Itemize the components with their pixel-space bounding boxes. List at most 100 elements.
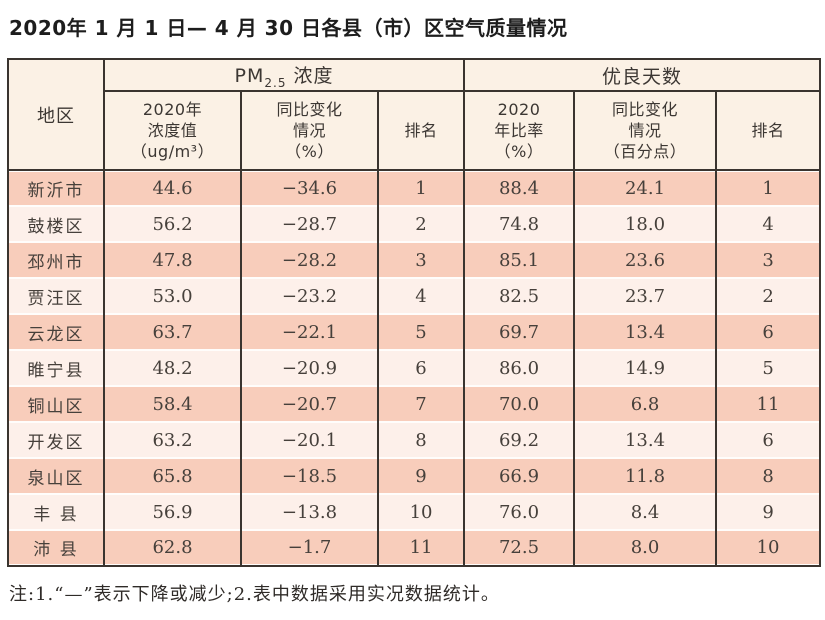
- cell-pm25-rank: 9: [376, 458, 466, 494]
- cell-good-change: 18.0: [573, 206, 718, 242]
- cell-pm25-value: 58.4: [103, 386, 242, 422]
- table-row: 邳州市 47.8 −28.2 3 85.1 23.6 3: [7, 242, 822, 278]
- cell-good-change: 8.4: [573, 494, 718, 530]
- air-quality-table: 地区 PM2.5 浓度 优良天数 2020年 浓度值 （ug/m³） 同比变化 …: [7, 58, 822, 567]
- pm25-group-label: PM2.5 浓度: [234, 64, 334, 90]
- cell-pm25-change: −20.1: [240, 422, 379, 458]
- cell-good-change: 11.8: [573, 458, 718, 494]
- cell-region: 邳州市: [7, 242, 105, 278]
- header-good-rate: 2020 年比率 （%）: [463, 90, 576, 171]
- cell-pm25-change: −22.1: [240, 314, 379, 350]
- cell-good-change: 8.0: [573, 530, 718, 566]
- cell-region: 丰 县: [7, 494, 105, 530]
- cell-good-rate: 76.0: [463, 494, 576, 530]
- cell-pm25-value: 63.7: [103, 314, 242, 350]
- cell-pm25-change: −28.7: [240, 206, 379, 242]
- cell-pm25-change: −13.8: [240, 494, 379, 530]
- cell-region: 泉山区: [7, 458, 105, 494]
- cell-region: 新沂市: [7, 170, 105, 206]
- cell-good-change: 14.9: [573, 350, 718, 386]
- table-row: 云龙区 63.7 −22.1 5 69.7 13.4 6: [7, 314, 822, 350]
- cell-good-rank: 6: [715, 422, 822, 458]
- cell-pm25-rank: 6: [376, 350, 466, 386]
- table-row: 开发区 63.2 −20.1 8 69.2 13.4 6: [7, 422, 822, 458]
- table-body: 新沂市 44.6 −34.6 1 88.4 24.1 1 鼓楼区 56.2 −28.7 2 74.8 1…: [7, 170, 822, 566]
- pm25-subscript: 2.5: [264, 75, 287, 90]
- cell-pm25-rank: 10: [376, 494, 466, 530]
- header-group-row: 地区 PM2.5 浓度 优良天数: [7, 58, 822, 171]
- cell-pm25-value: 63.2: [103, 422, 242, 458]
- cell-pm25-rank: 7: [376, 386, 466, 422]
- cell-pm25-value: 56.9: [103, 494, 242, 530]
- cell-region: 铜山区: [7, 386, 105, 422]
- cell-pm25-rank: 8: [376, 422, 466, 458]
- header-pm25-group: PM2.5 浓度: [102, 58, 466, 92]
- cell-region: 睢宁县: [7, 350, 105, 386]
- cell-pm25-change: −20.7: [240, 386, 379, 422]
- cell-pm25-value: 44.6: [103, 170, 242, 206]
- header-pm25-rank: 排名: [376, 90, 466, 171]
- cell-pm25-value: 56.2: [103, 206, 242, 242]
- cell-good-rate: 72.5: [463, 530, 576, 566]
- table-row: 泉山区 65.8 −18.5 9 66.9 11.8 8: [7, 458, 822, 494]
- cell-pm25-rank: 11: [376, 530, 466, 566]
- cell-good-change: 23.6: [573, 242, 718, 278]
- cell-pm25-value: 47.8: [103, 242, 242, 278]
- cell-pm25-value: 53.0: [103, 278, 242, 314]
- cell-good-change: 13.4: [573, 422, 718, 458]
- cell-pm25-value: 62.8: [103, 530, 242, 566]
- header-good-change: 同比变化 情况 （百分点）: [573, 90, 718, 171]
- table-row: 沛 县 62.8 −1.7 11 72.5 8.0 10: [7, 530, 822, 566]
- cell-region: 贾汪区: [7, 278, 105, 314]
- table-row: 铜山区 58.4 −20.7 7 70.0 6.8 11: [7, 386, 822, 422]
- table-row: 新沂市 44.6 −34.6 1 88.4 24.1 1: [7, 170, 822, 206]
- cell-pm25-rank: 4: [376, 278, 466, 314]
- cell-pm25-change: −23.2: [240, 278, 379, 314]
- cell-good-rank: 11: [715, 386, 822, 422]
- table-row: 贾汪区 53.0 −23.2 4 82.5 23.7 2: [7, 278, 822, 314]
- header-good-rank: 排名: [715, 90, 822, 171]
- cell-region: 开发区: [7, 422, 105, 458]
- cell-good-rank: 5: [715, 350, 822, 386]
- cell-good-rate: 86.0: [463, 350, 576, 386]
- cell-good-rank: 10: [715, 530, 822, 566]
- header-pm25-value: 2020年 浓度值 （ug/m³）: [103, 90, 242, 171]
- cell-good-rank: 6: [715, 314, 822, 350]
- cell-region: 沛 县: [7, 530, 105, 566]
- cell-region: 鼓楼区: [7, 206, 105, 242]
- cell-good-rank: 1: [715, 170, 822, 206]
- cell-pm25-value: 48.2: [103, 350, 242, 386]
- cell-pm25-change: −1.7: [240, 530, 379, 566]
- cell-good-change: 24.1: [573, 170, 718, 206]
- cell-good-rank: 3: [715, 242, 822, 278]
- cell-good-rate: 66.9: [463, 458, 576, 494]
- cell-pm25-rank: 5: [376, 314, 466, 350]
- cell-good-rate: 69.2: [463, 422, 576, 458]
- cell-good-rank: 9: [715, 494, 822, 530]
- header-pm25-change: 同比变化 情况 （%）: [240, 90, 379, 171]
- cell-pm25-value: 65.8: [103, 458, 242, 494]
- header-good-days-group: 优良天数: [463, 58, 822, 92]
- cell-good-rate: 74.8: [463, 206, 576, 242]
- cell-pm25-change: −18.5: [240, 458, 379, 494]
- cell-pm25-rank: 1: [376, 170, 466, 206]
- cell-good-rank: 8: [715, 458, 822, 494]
- header-sub-row: 2020年 浓度值 （ug/m³） 同比变化 情况 （%） 排名 2020 年比…: [8, 90, 822, 171]
- cell-good-rank: 2: [715, 278, 822, 314]
- cell-good-rate: 82.5: [463, 278, 576, 314]
- cell-good-change: 6.8: [573, 386, 718, 422]
- cell-pm25-rank: 2: [376, 206, 466, 242]
- cell-good-change: 13.4: [573, 314, 718, 350]
- page-title: 2020年 1 月 1 日— 4 月 30 日各县（市）区空气质量情况: [9, 16, 568, 40]
- table-header: 地区 PM2.5 浓度 优良天数 2020年 浓度值 （ug/m³） 同比变化 …: [7, 58, 822, 171]
- footnote: 注:1.“—”表示下降或减少;2.表中数据采用实况数据统计。: [9, 584, 500, 605]
- cell-good-rate: 85.1: [463, 242, 576, 278]
- header-region: 地区: [7, 58, 105, 171]
- cell-good-change: 23.7: [573, 278, 718, 314]
- cell-good-rate: 69.7: [463, 314, 576, 350]
- table-row: 鼓楼区 56.2 −28.7 2 74.8 18.0 4: [7, 206, 822, 242]
- cell-good-rate: 70.0: [463, 386, 576, 422]
- cell-good-rate: 88.4: [463, 170, 576, 206]
- table-row: 睢宁县 48.2 −20.9 6 86.0 14.9 5: [7, 350, 822, 386]
